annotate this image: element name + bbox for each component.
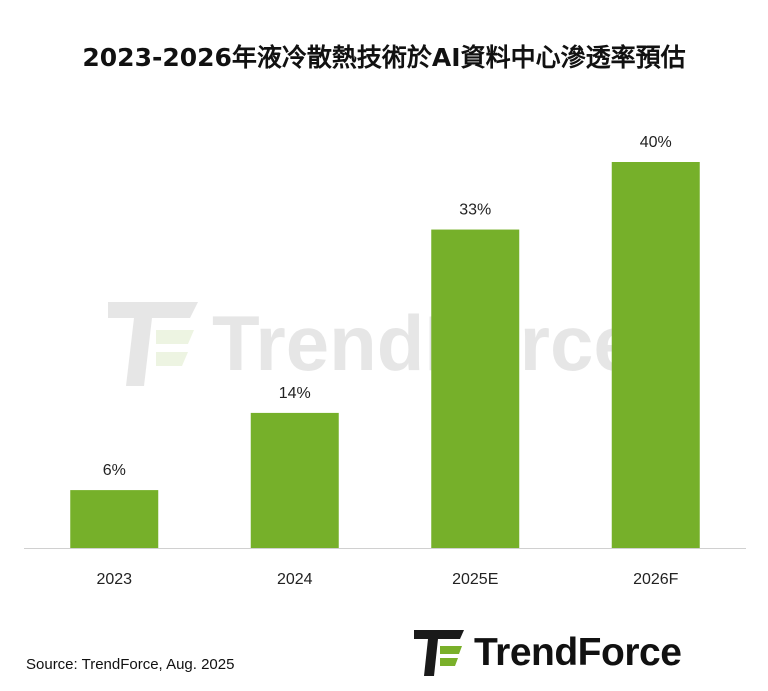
source-note: Source: TrendForce, Aug. 2025 <box>26 656 235 673</box>
trendforce-logo-icon <box>414 630 464 676</box>
bar-2024 <box>250 412 339 548</box>
x-tick-label-2024: 2024 <box>277 571 313 588</box>
data-label-2023: 6% <box>103 462 126 479</box>
chart-title: 2023-2026年液冷散熱技術於AI資料中心滲透率預估 <box>82 43 686 72</box>
bar-2023 <box>70 490 159 548</box>
trendforce-logo-text: TrendForce <box>474 631 682 674</box>
x-tick-label-2026f: 2026F <box>633 571 679 588</box>
data-label-2025e: 33% <box>459 202 491 219</box>
data-label-2026f: 40% <box>640 134 672 151</box>
bar-2025e <box>431 229 520 549</box>
data-label-2024: 14% <box>279 385 311 402</box>
bar-2026f <box>611 162 700 548</box>
trendforce-logo: TrendForce <box>414 630 682 676</box>
x-tick-label-2023: 2023 <box>96 571 132 588</box>
x-tick-label-2025e: 2025E <box>452 571 498 588</box>
